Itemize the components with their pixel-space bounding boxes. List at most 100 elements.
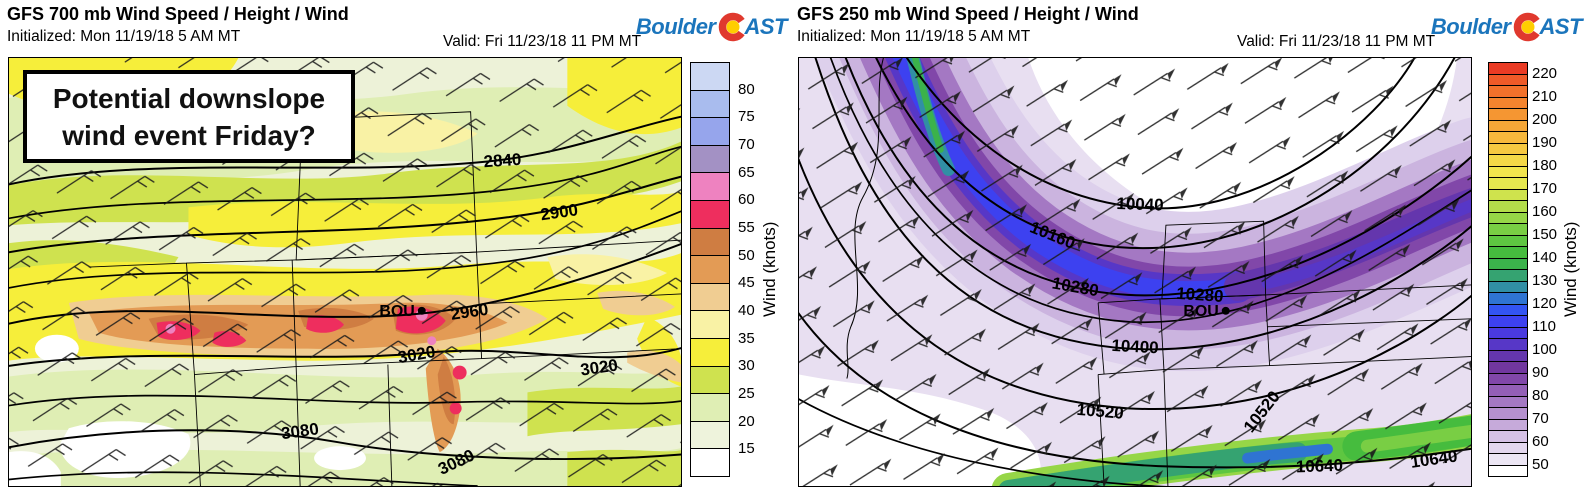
colorbar-segment [1489, 96, 1527, 108]
colorbar-units-label: Wind (knots) [1561, 221, 1580, 318]
colorbar-tick-label: 20 [738, 412, 755, 430]
colorbar-segment [1489, 269, 1527, 281]
colorbar-tick-label: 70 [1532, 410, 1549, 428]
initialized-time: Initialized: Mon 11/19/18 5 AM MT [797, 28, 1031, 45]
map-700mb: 2840 2900 2960 3020 3020 3080 3080 BOU Potenti… [8, 57, 682, 487]
colorbar-segment [1489, 292, 1527, 304]
valid-time: Valid: Fri 11/23/18 11 PM MT [443, 33, 642, 50]
colorbar-segment [691, 117, 729, 145]
colorbar-tick-label: 60 [738, 191, 755, 209]
colorbar-segment [1489, 63, 1527, 74]
colorbar-segment [1489, 453, 1527, 465]
colorbar-segment [1489, 338, 1527, 350]
station-label: BOU [379, 303, 414, 320]
colorbar-segment [1489, 349, 1527, 361]
colorbar-tick-label: 50 [738, 246, 755, 264]
colorbar-tick-label: 160 [1532, 202, 1558, 220]
bouldercast-logo-suffix: AST [744, 14, 788, 39]
colorbar-ticks-700mb: 15 20 25 30 35 40 45 50 55 60 65 70 75 80 [738, 62, 782, 477]
colorbar-segment [691, 144, 729, 173]
colorbar-250mb [1488, 62, 1528, 477]
colorbar-tick-label: 180 [1532, 156, 1558, 174]
colorbar-tick-label: 45 [738, 274, 755, 292]
colorbar-segment [691, 448, 729, 476]
contour-label: 10400 [1111, 336, 1159, 357]
colorbar-segment [691, 310, 729, 338]
colorbar-segment [1489, 326, 1527, 338]
colorbar-tick-label: 40 [738, 302, 755, 319]
colorbar-segment [1489, 223, 1527, 235]
colorbar-segment [1489, 108, 1527, 120]
contour-label: 10640 [1296, 456, 1344, 477]
colorbar-ticks-250mb: 50 60 70 80 90 100 110 120 130 140 150 160 170 180 190… [1532, 62, 1576, 477]
panel-gfs-250mb: GFS 250 mb Wind Speed / Height / Wind In… [790, 0, 1585, 487]
colorbar-segment [1489, 73, 1527, 85]
colorbar-tick-label: 130 [1532, 272, 1558, 290]
station-marker-bou: BOU [379, 303, 426, 320]
colorbar-tick-label: 120 [1532, 295, 1558, 313]
annotation-line-2: wind event Friday? [62, 119, 316, 151]
contour-label: 10280 [1176, 284, 1224, 306]
bouldercast-logo: Boulder AST [636, 12, 787, 42]
colorbar-tick-label: 80 [738, 80, 755, 98]
colorbar-segment [1489, 441, 1527, 453]
colorbar-segment [1489, 407, 1527, 419]
initialized-time: Initialized: Mon 11/19/18 5 AM MT [7, 28, 241, 45]
colorbar-segment [1489, 418, 1527, 430]
colorbar-segment [691, 393, 729, 421]
colorbar-segment [1489, 165, 1527, 177]
colorbar-segment [691, 63, 729, 90]
bouldercast-logo-prefix: Boulder [1430, 14, 1511, 39]
colorbar-segment [1489, 142, 1527, 154]
colorbar-segment [1489, 177, 1527, 189]
colorbar-segment [1489, 430, 1527, 442]
colorbar-units-label: Wind (knots) [760, 221, 779, 318]
map-title: GFS 250 mb Wind Speed / Height / Wind [797, 4, 1139, 24]
annotation-line-1: Potential downslope [52, 82, 326, 114]
colorbar-tick-label: 60 [1532, 433, 1549, 451]
colorbar-tick-label: 210 [1532, 87, 1558, 105]
colorbar-segment [1489, 384, 1527, 396]
annotation-box: Potential downslope wind event Friday? [23, 70, 355, 163]
colorbar-segment [691, 89, 729, 118]
valid-time: Valid: Fri 11/23/18 11 PM MT [1237, 33, 1436, 50]
colorbar-segment [1489, 119, 1527, 131]
colorbar-segment [1489, 85, 1527, 97]
colorbar-tick-label: 80 [1532, 387, 1549, 405]
station-label: BOU [1183, 303, 1218, 320]
colorbar-segment [691, 227, 729, 256]
colorbar-tick-label: 220 [1532, 64, 1558, 82]
colorbar-tick-label: 70 [738, 136, 755, 153]
colorbar-tick-label: 15 [738, 440, 755, 458]
colorbar-segment [1489, 188, 1527, 200]
contour-label: 10520 [1076, 400, 1125, 423]
colorbar-segment [1489, 303, 1527, 315]
colorbar-tick-label: 25 [738, 385, 755, 402]
contour-label: 2840 [483, 150, 522, 172]
colorbar-segment [691, 282, 729, 311]
colorbar-segment [1489, 131, 1527, 143]
colorbar-segment [691, 365, 729, 394]
colorbar-segment [1489, 315, 1527, 327]
colorbar-segment [1489, 200, 1527, 212]
map-title: GFS 700 mb Wind Speed / Height / Wind [7, 4, 349, 24]
colorbar-tick-label: 35 [738, 329, 755, 347]
colorado-c-icon [718, 12, 745, 42]
colorbar-segment [1489, 280, 1527, 292]
colorbar-700mb [690, 62, 730, 477]
colorbar-segment [1489, 361, 1527, 373]
colorbar-segment [691, 255, 729, 283]
station-marker-bou: BOU [1183, 303, 1230, 320]
colorbar-tick-label: 150 [1532, 225, 1558, 243]
map-250mb: 10040 10160 10280 10280 10400 10520 10520 10640… [798, 57, 1472, 487]
bouldercast-logo: Boulder AST [1431, 12, 1582, 42]
colorbar-segment [691, 420, 729, 449]
contour-label: 10040 [1116, 194, 1164, 215]
panel-gfs-700mb: GFS 700 mb Wind Speed / Height / Wind In… [0, 0, 790, 487]
colorbar-tick-label: 30 [738, 357, 755, 375]
colorbar-tick-label: 100 [1532, 341, 1558, 359]
colorado-c-icon [1513, 12, 1540, 42]
colorbar-segment [691, 337, 729, 366]
colorbar-segment [1489, 372, 1527, 384]
colorbar-segment [1489, 395, 1527, 407]
